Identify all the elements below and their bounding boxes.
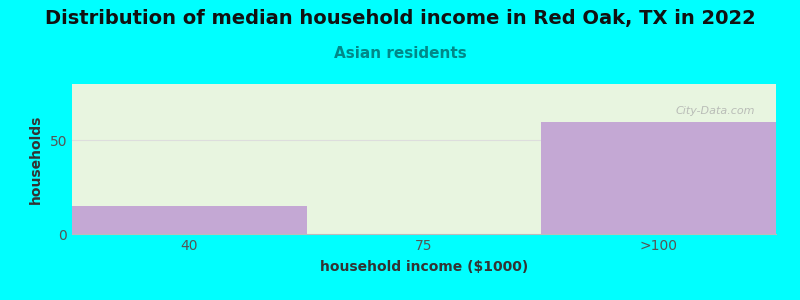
X-axis label: household income ($1000): household income ($1000) xyxy=(320,260,528,274)
Bar xyxy=(72,206,306,234)
Text: City-Data.com: City-Data.com xyxy=(675,106,755,116)
Text: Asian residents: Asian residents xyxy=(334,46,466,62)
Text: Distribution of median household income in Red Oak, TX in 2022: Distribution of median household income … xyxy=(45,9,755,28)
Y-axis label: households: households xyxy=(29,114,42,204)
Bar xyxy=(542,122,776,234)
